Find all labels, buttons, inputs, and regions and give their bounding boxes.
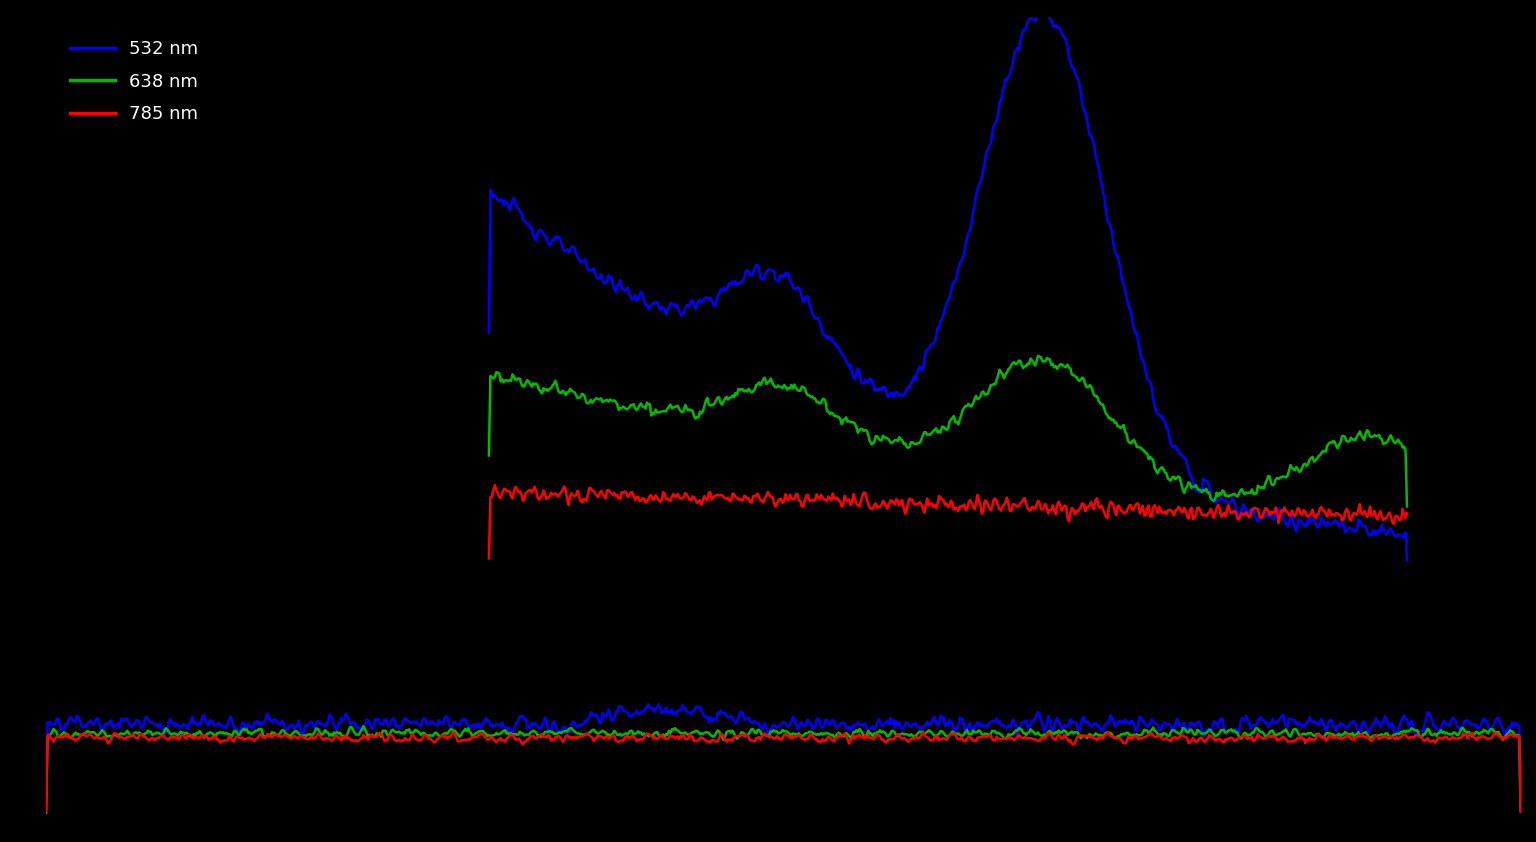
Legend: 532 nm, 638 nm, 785 nm: 532 nm, 638 nm, 785 nm bbox=[55, 26, 212, 137]
